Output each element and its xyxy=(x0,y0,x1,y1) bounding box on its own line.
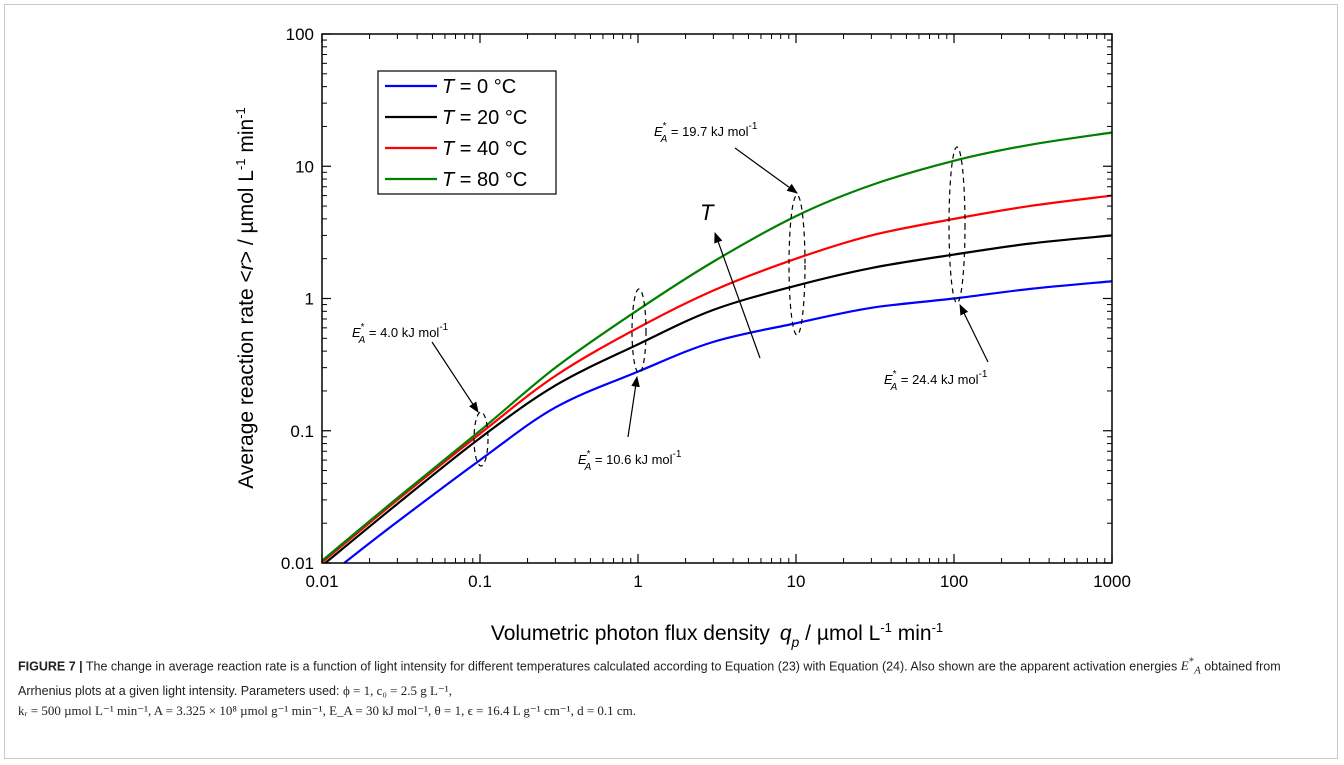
legend-label-2: T = 40 °C xyxy=(442,138,527,160)
x-tick-label: 100 xyxy=(940,572,968,591)
annotation-arrows xyxy=(431,147,989,438)
legend-item-3: T = 80 °C xyxy=(385,169,527,191)
x-tick-label: 1 xyxy=(633,572,642,591)
series-line-0 xyxy=(343,280,1113,564)
caption-params-2: kᵣ = 500 µmol L⁻¹ min⁻¹, A = 3.325 × 10⁸… xyxy=(18,702,637,718)
annotation-ea-4p0: E* A = 4.0 kJ mol-1 xyxy=(352,322,449,346)
arrow-temperature xyxy=(714,231,761,359)
figure-label: FIGURE 7 | xyxy=(18,659,83,674)
ellipse-q10 xyxy=(788,194,806,336)
series-line-1 xyxy=(324,234,1113,564)
figure-caption: FIGURE 7 | The change in average reactio… xyxy=(18,652,1330,721)
arrow-4p0 xyxy=(431,341,479,413)
y-axis-title: Average reaction rate <r> / µmol L-1 min… xyxy=(233,107,258,489)
chart: 0.01 0.1 1 10 100 1000 0.01 0.1 1 10 100 Average r… xyxy=(233,25,1131,650)
y-tick-label: 10 xyxy=(295,157,314,176)
legend-label-1: T = 20 °C xyxy=(442,107,527,129)
x-tick-label: 1000 xyxy=(1093,572,1131,591)
x-tick-label: 0.1 xyxy=(468,572,492,591)
x-axis-title: Volumetric photon flux density qp / µmol … xyxy=(491,620,943,650)
annotation-ea-19p7: E* A = 19.7 kJ mol-1 xyxy=(654,121,758,145)
caption-params-1: ϕ = 1, c₀ = 2.5 g L⁻¹, xyxy=(342,682,452,698)
legend-item-1: T = 20 °C xyxy=(385,107,527,129)
legend-item-2: T = 40 °C xyxy=(385,138,527,160)
annotation-ea-24p4: E* A = 24.4 kJ mol-1 xyxy=(884,369,988,393)
arrow-24p4 xyxy=(959,304,989,363)
caption-text-1: The change in average reaction rate is a… xyxy=(82,659,1181,674)
legend-label-3: T = 80 °C xyxy=(442,169,527,191)
arrow-10p6 xyxy=(627,375,640,438)
activation-energy-markers xyxy=(473,146,966,467)
series-line-3 xyxy=(321,131,1113,562)
ellipse-q0p1 xyxy=(473,411,489,467)
y-tick-label: 0.01 xyxy=(281,554,314,573)
x-tick-label: 10 xyxy=(787,572,806,591)
legend-label-0: T = 0 °C xyxy=(442,76,516,98)
y-tick-label: 1 xyxy=(305,290,314,309)
caption-text-2: obtained from Arrhenius plots at a given… xyxy=(18,659,1281,698)
caption-ea: E*A xyxy=(1180,656,1201,677)
temperature-arrow-label: T xyxy=(700,200,715,225)
legend-box xyxy=(377,70,557,195)
annotation-ea-10p6: E* A = 10.6 kJ mol-1 xyxy=(578,449,682,473)
ticks-layer: 0.01 0.1 1 10 100 1000 0.01 0.1 1 10 100 xyxy=(281,25,1131,591)
y-tick-label: 100 xyxy=(286,25,314,44)
series-line-2 xyxy=(321,194,1113,564)
legend-item-0: T = 0 °C xyxy=(385,76,516,98)
figure-frame xyxy=(4,4,1338,759)
arrow-19p7 xyxy=(734,147,798,194)
ellipse-q1 xyxy=(631,288,647,374)
legend: T = 0 °C T = 20 °C T = 40 °C T = 80 °C xyxy=(377,70,557,195)
ellipse-q100 xyxy=(948,146,966,304)
series-layer xyxy=(321,131,1113,564)
y-tick-label: 0.1 xyxy=(290,422,314,441)
x-tick-label: 0.01 xyxy=(305,572,338,591)
